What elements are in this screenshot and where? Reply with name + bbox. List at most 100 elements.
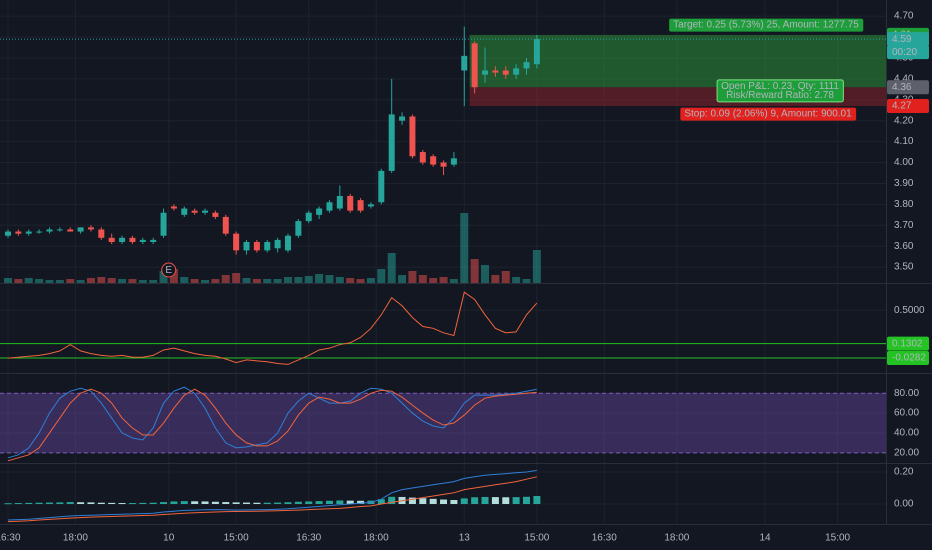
histogram-bar bbox=[429, 498, 437, 504]
x-tick-label: 18:00 bbox=[664, 533, 689, 544]
candle-body bbox=[523, 62, 530, 69]
volume-bar bbox=[418, 275, 427, 283]
candle-body bbox=[67, 229, 74, 232]
candle-body bbox=[513, 68, 520, 75]
candle-body bbox=[77, 227, 84, 232]
volume-bar bbox=[346, 278, 355, 283]
volume-bar bbox=[45, 280, 54, 283]
candle-body bbox=[471, 43, 478, 88]
histogram-bar bbox=[274, 502, 282, 504]
histogram-bar bbox=[66, 502, 74, 504]
price-tag-label: -0.0282 bbox=[892, 353, 926, 364]
volume-bar bbox=[294, 277, 303, 283]
candle-body bbox=[450, 158, 457, 165]
histogram-bar bbox=[170, 501, 178, 504]
histogram-bar bbox=[533, 496, 541, 504]
grid bbox=[0, 0, 886, 524]
y-tick-label: 3.60 bbox=[894, 241, 914, 252]
candle-body bbox=[367, 204, 374, 207]
volume-bar bbox=[335, 277, 344, 283]
histogram-bar bbox=[294, 501, 302, 504]
volume-bar bbox=[387, 253, 396, 283]
x-tick-label: 15:00 bbox=[524, 533, 549, 544]
volume-bar bbox=[377, 269, 386, 283]
histogram-bar bbox=[180, 501, 188, 504]
histogram-bar bbox=[243, 502, 251, 504]
y-tick-label: 40.00 bbox=[894, 428, 919, 439]
volume-bar bbox=[149, 280, 158, 283]
volume-bar bbox=[221, 275, 230, 283]
candle-body bbox=[150, 239, 157, 243]
volume-bar bbox=[169, 269, 178, 283]
candle-body bbox=[46, 229, 53, 232]
volume-bar bbox=[501, 271, 510, 283]
volume-bar bbox=[66, 279, 75, 283]
histogram-bar bbox=[4, 503, 12, 505]
label: Stop: 0.09 (2.06%) 9, Amount: 900.01 bbox=[684, 109, 852, 120]
candle-body bbox=[243, 242, 250, 251]
event-label: E bbox=[165, 265, 172, 276]
candle-body bbox=[316, 208, 323, 215]
volume-bar bbox=[429, 278, 438, 283]
volume-bar bbox=[263, 279, 272, 283]
candle-body bbox=[336, 195, 343, 209]
x-tick-label: 18:00 bbox=[63, 533, 88, 544]
candle-body bbox=[87, 227, 94, 230]
candle-body bbox=[119, 237, 126, 243]
histogram-bar bbox=[419, 498, 427, 504]
x-tick-label: 16:30 bbox=[592, 533, 617, 544]
histogram-bar bbox=[87, 502, 95, 504]
series-line bbox=[7, 476, 537, 523]
candle-body bbox=[502, 70, 509, 75]
label: Target: 0.25 (5.73%) 25, Amount: 1277.75 bbox=[673, 20, 859, 31]
volume-bar bbox=[283, 277, 292, 283]
volume-bar bbox=[356, 279, 365, 283]
y-tick-label: 3.90 bbox=[894, 178, 914, 189]
candle-body bbox=[36, 231, 43, 233]
candle-body bbox=[56, 229, 63, 231]
volume-bar bbox=[201, 280, 210, 283]
volume-bar bbox=[481, 265, 490, 283]
volume-bar bbox=[180, 277, 189, 283]
x-tick-label: 16:30 bbox=[0, 533, 21, 544]
volume-bar bbox=[107, 278, 116, 283]
candle-body bbox=[108, 237, 115, 243]
candle-body bbox=[98, 229, 105, 238]
volume-bar bbox=[159, 271, 168, 283]
price-tag bbox=[887, 99, 929, 114]
label: Open P&L: 0.23, Qty: 1111 bbox=[721, 81, 839, 92]
series-line bbox=[7, 386, 537, 459]
y-tick-label: 3.80 bbox=[894, 199, 914, 210]
volume-bar bbox=[118, 279, 127, 283]
histogram-bar bbox=[56, 502, 64, 504]
series-line bbox=[7, 469, 537, 521]
y-tick-label: 3.70 bbox=[894, 220, 914, 231]
y-tick-label: 4.00 bbox=[894, 157, 914, 168]
candle-body bbox=[222, 216, 229, 234]
histogram-bar bbox=[357, 500, 365, 504]
candle-body bbox=[399, 116, 406, 121]
histogram-bar bbox=[108, 502, 116, 504]
candle-body bbox=[378, 170, 385, 203]
y-tick-label: 4.20 bbox=[894, 115, 914, 126]
price-tag-label: 00:20 bbox=[892, 47, 917, 58]
volume-bar bbox=[439, 277, 448, 283]
histogram-bar bbox=[118, 503, 126, 505]
candle-body bbox=[129, 237, 136, 243]
volume-bar bbox=[408, 271, 417, 283]
candle-body bbox=[357, 200, 364, 211]
histogram-bar bbox=[128, 503, 136, 505]
y-tick-label: 4.40 bbox=[894, 73, 914, 84]
histogram-bar bbox=[491, 497, 499, 504]
candle-body bbox=[170, 206, 177, 209]
candle-body bbox=[419, 152, 426, 163]
candle-body bbox=[15, 231, 22, 234]
candle-body bbox=[139, 239, 146, 243]
volume-bar bbox=[512, 277, 521, 283]
price-tag-label: 4.59 bbox=[892, 34, 912, 45]
histogram-bar bbox=[232, 502, 240, 504]
label-box bbox=[680, 107, 857, 121]
volume-bar bbox=[491, 275, 500, 283]
histogram-bar bbox=[388, 496, 396, 504]
